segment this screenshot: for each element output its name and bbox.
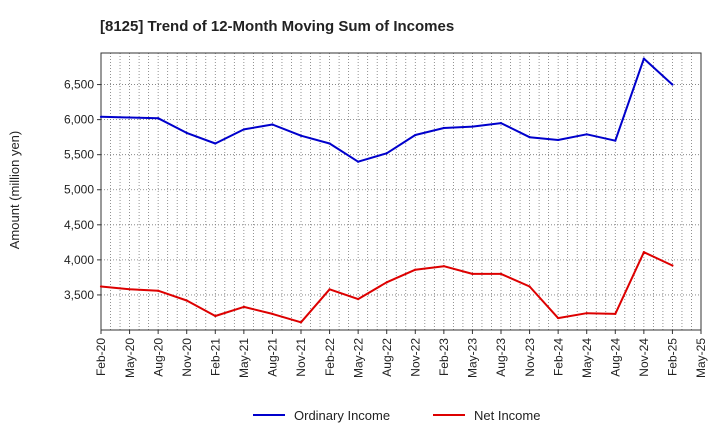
x-tick-label: Feb-21 xyxy=(208,338,222,376)
data-point xyxy=(671,264,674,267)
x-tick-label: Aug-21 xyxy=(266,338,280,377)
data-point xyxy=(642,251,645,254)
data-point xyxy=(157,117,160,120)
data-point xyxy=(585,312,588,315)
data-point xyxy=(385,152,388,155)
x-tick-label: May-23 xyxy=(466,338,480,378)
x-tick-label: Feb-25 xyxy=(666,338,680,376)
data-point xyxy=(271,123,274,126)
data-point xyxy=(385,281,388,284)
legend: Ordinary Income Net Income xyxy=(253,408,540,423)
data-point xyxy=(471,272,474,275)
data-point xyxy=(299,321,303,324)
data-point xyxy=(585,133,588,136)
data-point xyxy=(499,122,503,125)
data-point xyxy=(642,57,645,60)
data-point xyxy=(157,289,160,292)
x-tick-label: Nov-23 xyxy=(523,338,537,377)
x-tick-label: Feb-20 xyxy=(94,338,108,376)
data-point xyxy=(185,131,188,135)
data-point xyxy=(471,125,474,128)
data-point xyxy=(185,299,188,302)
x-tick-label: Aug-20 xyxy=(151,338,165,377)
y-tick-label: 4,500 xyxy=(64,218,94,232)
x-tick-label: May-20 xyxy=(123,338,137,378)
data-point xyxy=(328,142,331,145)
data-point xyxy=(271,312,274,315)
data-point xyxy=(299,134,303,137)
y-axis-label: Amount (million yen) xyxy=(7,131,22,250)
x-tick-label: May-21 xyxy=(237,338,251,378)
data-point xyxy=(499,272,503,275)
plot-frame xyxy=(100,52,702,331)
x-tick-label: Nov-22 xyxy=(408,338,422,377)
x-tick-label: Aug-23 xyxy=(494,338,508,377)
x-tick-label: May-22 xyxy=(351,338,365,378)
x-tick-label: Nov-20 xyxy=(180,338,194,377)
data-point xyxy=(671,83,674,86)
x-tick-label: Feb-23 xyxy=(437,338,451,376)
data-point xyxy=(442,265,445,268)
x-axis: Feb-20 May-20 Aug-20 Nov-20 Feb-21 May-21 Aug-… xyxy=(94,330,708,378)
x-tick-label: Nov-24 xyxy=(637,338,651,377)
x-tick-label: May-24 xyxy=(580,338,594,378)
data-point xyxy=(357,298,360,301)
data-point xyxy=(128,116,131,119)
data-point xyxy=(214,314,217,318)
x-tick-label: Aug-22 xyxy=(380,338,394,377)
data-point xyxy=(328,288,331,291)
data-point xyxy=(357,160,360,163)
x-tick-label: May-25 xyxy=(694,338,708,378)
data-point xyxy=(414,133,417,137)
data-point xyxy=(242,128,245,131)
legend-label: Ordinary Income xyxy=(294,408,390,423)
y-tick-label: 6,000 xyxy=(64,113,94,127)
data-point xyxy=(442,126,445,130)
legend-label: Net Income xyxy=(474,408,540,423)
data-point xyxy=(99,115,103,118)
data-point xyxy=(414,268,417,271)
chart-title: [8125] Trend of 12-Month Moving Sum of I… xyxy=(100,18,454,35)
data-point xyxy=(557,138,560,142)
y-tick-label: 3,500 xyxy=(64,288,94,302)
x-tick-label: Nov-21 xyxy=(294,338,308,377)
data-point xyxy=(214,142,217,145)
grid xyxy=(101,53,701,330)
y-axis: 3,500 4,000 4,500 5,000 5,500 6,000 6,500 xyxy=(64,78,101,302)
data-point xyxy=(614,312,617,315)
series-lines xyxy=(99,57,674,324)
y-tick-label: 4,000 xyxy=(64,253,94,267)
y-tick-label: 5,000 xyxy=(64,183,94,197)
data-point xyxy=(528,285,531,288)
x-tick-label: Aug-24 xyxy=(608,338,622,377)
data-point xyxy=(614,139,617,142)
y-tick-label: 6,500 xyxy=(64,78,94,92)
x-tick-label: Feb-24 xyxy=(551,338,565,376)
data-point xyxy=(128,288,131,291)
data-point xyxy=(528,136,531,139)
data-point xyxy=(557,316,560,320)
x-tick-label: Feb-22 xyxy=(323,338,337,376)
data-point xyxy=(242,305,245,308)
y-tick-label: 5,500 xyxy=(64,148,94,162)
data-point xyxy=(99,285,103,288)
